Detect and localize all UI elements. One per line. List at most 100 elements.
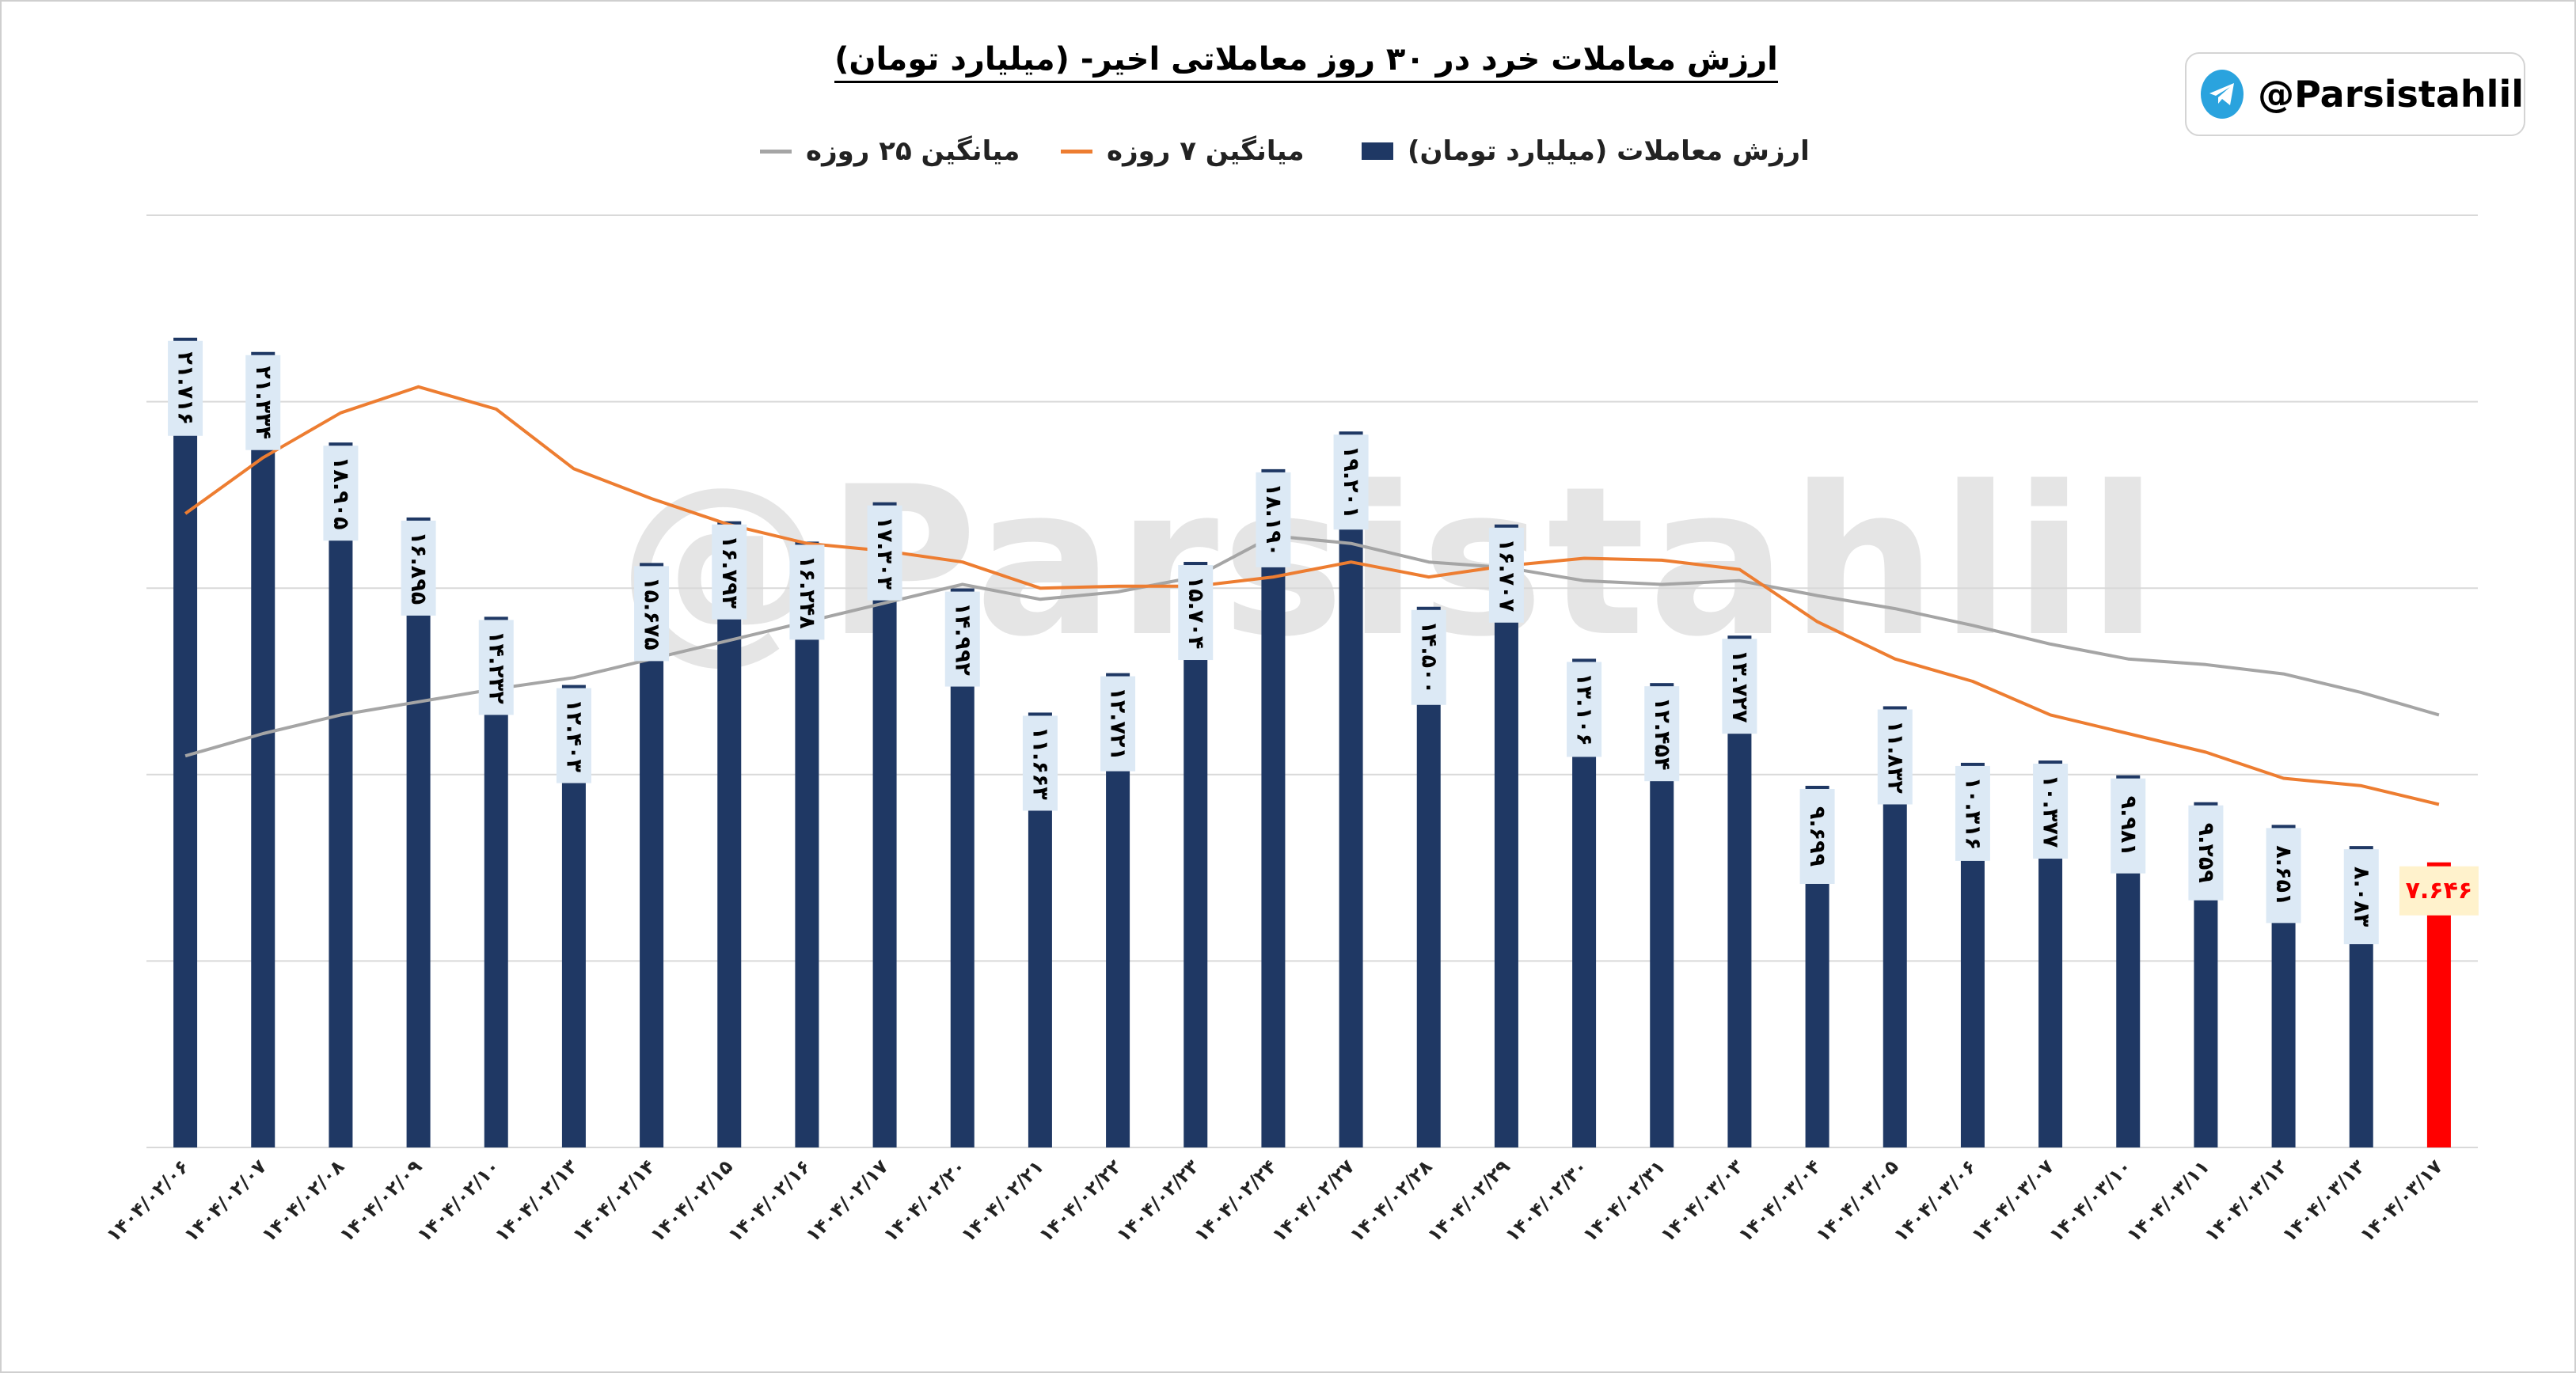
- data-label: ۱۵.۶۷۵: [640, 577, 664, 650]
- x-tick-label: ۱۴۰۴/۰۳/۰۴: [1734, 1155, 1825, 1246]
- bar: [173, 337, 198, 1147]
- data-label-box: [1488, 527, 1524, 623]
- data-label: ۱۶.۷۹۳: [717, 535, 742, 609]
- data-label-box: [634, 566, 670, 662]
- bar: [1261, 468, 1286, 1147]
- ma25-line: [184, 534, 2440, 758]
- data-label-box: [2111, 778, 2146, 874]
- x-tick-label: ۱۴۰۴/۰۲/۱۷: [801, 1155, 892, 1246]
- data-label: ۱۸.۱۹۰: [1261, 484, 1286, 557]
- x-tick-label: ۱۴۰۴/۰۳/۱۷: [2356, 1155, 2447, 1246]
- data-label: ۱۰.۳۷۷: [2038, 775, 2063, 848]
- x-tick-label: ۱۴۰۴/۰۳/۱۰: [2045, 1155, 2136, 1246]
- data-label: ۱۲.۴۰۳: [561, 699, 586, 772]
- data-label: ۱۱.۸۳۲: [1883, 720, 1907, 794]
- x-tick-label: ۱۴۰۴/۰۲/۱۶: [724, 1155, 815, 1246]
- bar: [329, 442, 353, 1147]
- data-label: ۱۳.۱۰۶: [1572, 673, 1597, 746]
- bar: [251, 351, 275, 1147]
- legend-swatch-bars: [1362, 142, 1393, 160]
- x-tick-label: ۱۴۰۴/۰۲/۲۲: [1035, 1155, 1126, 1246]
- data-label-box: [944, 591, 980, 687]
- telegram-icon: [2201, 70, 2244, 119]
- x-tick-label: ۱۴۰۴/۰۲/۰۸: [257, 1155, 348, 1246]
- x-tick-label: ۱۴۰۴/۰۲/۱۵: [646, 1155, 737, 1246]
- data-label-box: [245, 355, 281, 450]
- legend-item-ma7: میانگین ۷ روزه: [1061, 131, 1305, 172]
- data-label: ۱۰.۳۱۶: [1960, 777, 1985, 851]
- chart-title: ارزش معاملات خرد در ۳۰ روز معاملاتی اخیر…: [831, 41, 1781, 83]
- data-label: ۱۴.۵۰۰: [1416, 620, 1441, 694]
- x-tick-label: ۱۴۰۴/۰۲/۲۴: [1190, 1155, 1281, 1246]
- data-label: ۹.۹۸۱: [2116, 796, 2141, 856]
- data-label: ۱۴.۹۹۲: [950, 602, 975, 676]
- data-label: ۱۸.۹۰۵: [329, 457, 353, 530]
- x-tick-label: ۱۴۰۴/۰۳/۰۵: [1812, 1155, 1903, 1246]
- data-label-box: [1333, 434, 1369, 530]
- data-label: ۱۵.۷۰۴: [1184, 576, 1208, 650]
- data-label-box: [712, 524, 747, 620]
- data-label-box: [789, 544, 825, 640]
- x-tick-label: ۱۴۰۴/۰۳/۱۲: [2200, 1155, 2291, 1246]
- x-tick-label: ۱۴۰۴/۰۳/۱۱: [2122, 1155, 2213, 1246]
- data-label-box: [2033, 764, 2069, 859]
- data-label: ۲۱.۳۳۴: [251, 366, 275, 439]
- x-tick-label: ۱۴۰۴/۰۳/۰۷: [1967, 1155, 2058, 1246]
- data-label: ۱۴.۲۳۲: [484, 631, 508, 704]
- telegram-badge[interactable]: @Parsistahlil: [2185, 52, 2525, 136]
- data-label: ۱۲.۷۲۱: [1106, 687, 1130, 760]
- data-label-box: [2266, 828, 2301, 924]
- data-label: ۱۹.۲۰۱: [1339, 446, 1363, 519]
- data-label: ۹.۶۹۹: [1805, 806, 1829, 867]
- data-label: ۱۷.۳۰۳: [872, 516, 897, 590]
- data-label-box: [401, 520, 436, 616]
- data-label-box: [323, 446, 359, 541]
- legend-item-ma25: میانگین ۲۵ روزه: [760, 131, 1020, 172]
- x-tick-label: ۱۴۰۴/۰۲/۲۷: [1267, 1155, 1358, 1246]
- data-label-box: [1567, 662, 1602, 757]
- bar: [872, 502, 897, 1147]
- x-tick-label: ۱۴۰۴/۰۲/۲۸: [1346, 1155, 1437, 1246]
- x-tick-label: ۱۴۰۴/۰۲/۰۹: [335, 1155, 426, 1246]
- legend-item-bars: ارزش معاملات (میلیارد تومان): [1362, 131, 1810, 172]
- legend-label-ma25: میانگین ۲۵ روزه: [806, 135, 1020, 167]
- data-label: ۸.۶۵۱: [2271, 845, 2296, 905]
- x-tick-label: ۱۴۰۴/۰۲/۳۱: [1579, 1155, 1670, 1246]
- data-label-box: [1022, 715, 1058, 811]
- data-label: ۱۱.۶۶۳: [1028, 726, 1052, 800]
- legend-swatch-ma25: [760, 149, 792, 154]
- x-tick-label: ۱۴۰۴/۰۲/۲۰: [880, 1155, 971, 1246]
- bar: [1494, 524, 1518, 1147]
- legend-swatch-ma7: [1061, 149, 1092, 154]
- telegram-handle[interactable]: @Parsistahlil: [2258, 73, 2524, 116]
- data-label: ۹.۲۵۹: [2194, 823, 2218, 883]
- data-label: ۲۱.۷۱۶: [173, 351, 198, 425]
- data-label-box: [2343, 849, 2379, 945]
- chart-title-text: ارزش معاملات خرد در ۳۰ روز معاملاتی اخیر…: [834, 41, 1778, 83]
- x-tick-label: ۱۴۰۴/۰۲/۲۹: [1423, 1155, 1514, 1246]
- data-label-box: [556, 688, 591, 783]
- x-tick-label: ۱۴۰۴/۰۲/۲۳: [1112, 1155, 1203, 1246]
- legend: میانگین ۲۵ روزه میانگین ۷ روزه ارزش معام…: [760, 131, 1810, 172]
- data-label-box: [1644, 686, 1680, 782]
- x-tick-label: ۱۴۰۴/۰۲/۱۴: [568, 1155, 659, 1246]
- x-tick-label: ۱۴۰۴/۰۲/۰۷: [180, 1155, 271, 1246]
- data-label-box: [1100, 676, 1136, 772]
- x-tick-label: ۱۴۰۴/۰۳/۱۳: [2278, 1155, 2369, 1246]
- legend-label-ma7: میانگین ۷ روزه: [1107, 135, 1305, 167]
- x-tick-label: ۱۴۰۴/۰۲/۱۳: [491, 1155, 582, 1246]
- data-label-box: [2399, 866, 2479, 916]
- data-label-box: [1799, 788, 1835, 884]
- x-tick-label: ۱۴۰۴/۰۳/۰۳: [1656, 1155, 1747, 1246]
- data-label-box: [168, 340, 203, 436]
- data-label: ۱۶.۷۰۷: [1494, 538, 1518, 612]
- legend-label-bars: ارزش معاملات (میلیارد تومان): [1408, 135, 1810, 167]
- bar: [1339, 431, 1363, 1147]
- x-tick-label: ۱۴۰۴/۰۳/۰۶: [1890, 1155, 1981, 1246]
- data-label-box: [2188, 805, 2224, 901]
- data-label-box: [867, 505, 902, 601]
- data-label-box: [1178, 565, 1214, 661]
- data-label-box: [1256, 472, 1291, 567]
- data-label: ۱۳.۷۲۷: [1727, 650, 1752, 723]
- x-tick-label: ۱۴۰۴/۰۲/۰۶: [102, 1155, 193, 1246]
